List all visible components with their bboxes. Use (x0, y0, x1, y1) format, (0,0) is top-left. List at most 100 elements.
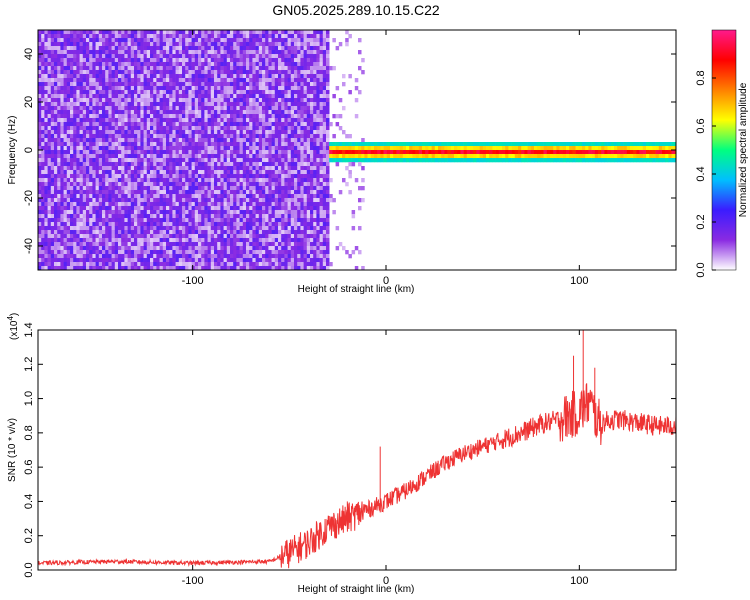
heatmap-cell (73, 74, 77, 79)
heatmap-cell (182, 250, 186, 255)
heatmap-cell (127, 182, 132, 187)
heatmap-cell (127, 50, 132, 55)
heatmap-cell (210, 254, 215, 259)
heatmap-cell (242, 170, 247, 175)
heatmap-cell (79, 182, 84, 187)
heatmap-cell (38, 134, 42, 139)
heatmap-cell (105, 74, 109, 79)
heatmap-cell (169, 50, 173, 55)
heatmap-cell (233, 86, 237, 91)
heatmap-cell (159, 230, 164, 235)
heatmap-cell (188, 266, 192, 270)
heatmap-cell (262, 238, 266, 243)
heatmap-cell (102, 98, 106, 103)
heatmap-cell (198, 50, 202, 55)
heatmap-cell (41, 46, 45, 51)
heatmap-cell (89, 174, 93, 179)
heatmap-cell (297, 186, 301, 191)
heatmap-cell (121, 154, 125, 159)
heatmap-cell (249, 162, 253, 167)
heatmap-cell (153, 174, 157, 179)
heatmap-cell (102, 198, 106, 203)
heatmap-cell (194, 174, 199, 179)
heatmap-cell (268, 62, 272, 67)
heatmap-cell (102, 126, 106, 131)
heatmap-cell (38, 34, 42, 39)
heatmap-cell (198, 42, 202, 47)
heatmap-cell (76, 66, 80, 71)
heatmap-cell (127, 130, 132, 135)
heatmap-cell (297, 178, 301, 183)
heatmap-cell (236, 218, 240, 223)
heatmap-cell (201, 230, 205, 235)
heatmap-cell (236, 178, 240, 183)
heatmap-cell (166, 134, 170, 139)
heatmap-cell (210, 226, 215, 231)
heatmap-cell (38, 166, 42, 171)
heatmap-cell (175, 222, 180, 227)
heatmap-cell (66, 262, 71, 267)
heatmap-cell (214, 146, 218, 151)
heatmap-cell (47, 94, 52, 99)
heatmap-cell (105, 170, 109, 175)
heatmap-cell (41, 222, 45, 227)
heatmap-cell (108, 78, 112, 83)
heatmap-cell (60, 214, 64, 219)
heatmap-cell (172, 62, 176, 67)
heatmap-cell (54, 174, 58, 179)
heatmap-cell (121, 210, 125, 215)
heatmap-cell (111, 226, 116, 231)
heatmap-cell (201, 98, 205, 103)
heatmap-cell (98, 226, 103, 231)
heatmap-cell (265, 214, 269, 219)
heatmap-cell (303, 66, 308, 71)
heatmap-cell (239, 198, 244, 203)
heatmap-cell (226, 114, 231, 119)
heatmap-cell (175, 30, 180, 35)
heatmap-cell (236, 162, 240, 167)
heatmap-cell (146, 254, 151, 259)
heatmap-cell (137, 98, 141, 103)
heatmap-cell (57, 126, 61, 131)
heatmap-cell (188, 38, 192, 43)
heatmap-cell (41, 158, 45, 163)
heatmap-cell (178, 94, 183, 99)
heatmap-cell (92, 58, 96, 63)
heatmap-cell (191, 78, 196, 83)
heatmap-cell (137, 178, 141, 183)
heatmap-cell (188, 54, 192, 59)
heatmap-cell (284, 222, 288, 227)
heatmap-cell (274, 238, 279, 243)
heatmap-cell (44, 210, 48, 215)
heatmap-cell (230, 122, 234, 127)
heatmap-cell (102, 90, 106, 95)
heatmap-cell (98, 86, 103, 91)
heatmap-cell (242, 98, 247, 103)
heatmap-cell (156, 38, 160, 43)
heatmap-cell (297, 150, 301, 155)
heatmap-cell (226, 158, 231, 163)
heatmap-cell (70, 78, 74, 83)
heatmap-cell (114, 158, 119, 163)
heatmap-cell (127, 82, 132, 87)
heatmap-cell (153, 210, 157, 215)
heatmap-cell (73, 226, 77, 231)
heatmap-cell (217, 138, 221, 143)
heatmap-cell (98, 218, 103, 223)
heatmap-cell (134, 34, 138, 39)
heatmap-cell (130, 74, 135, 79)
heatmap-cell (252, 254, 256, 259)
heatmap-cell (271, 90, 276, 95)
heatmap-cell (175, 210, 180, 215)
heatmap-cell (92, 166, 96, 171)
heatmap-cell (290, 170, 295, 175)
heatmap-cell (111, 38, 116, 43)
heatmap-cell (153, 110, 157, 115)
heatmap-cell (175, 194, 180, 199)
heatmap-cell (287, 190, 292, 195)
heatmap-cell (134, 166, 138, 171)
heatmap-cell (95, 138, 100, 143)
heatmap-cell (191, 254, 196, 259)
heatmap-cell (102, 110, 106, 115)
heatmap-cell (233, 142, 237, 147)
